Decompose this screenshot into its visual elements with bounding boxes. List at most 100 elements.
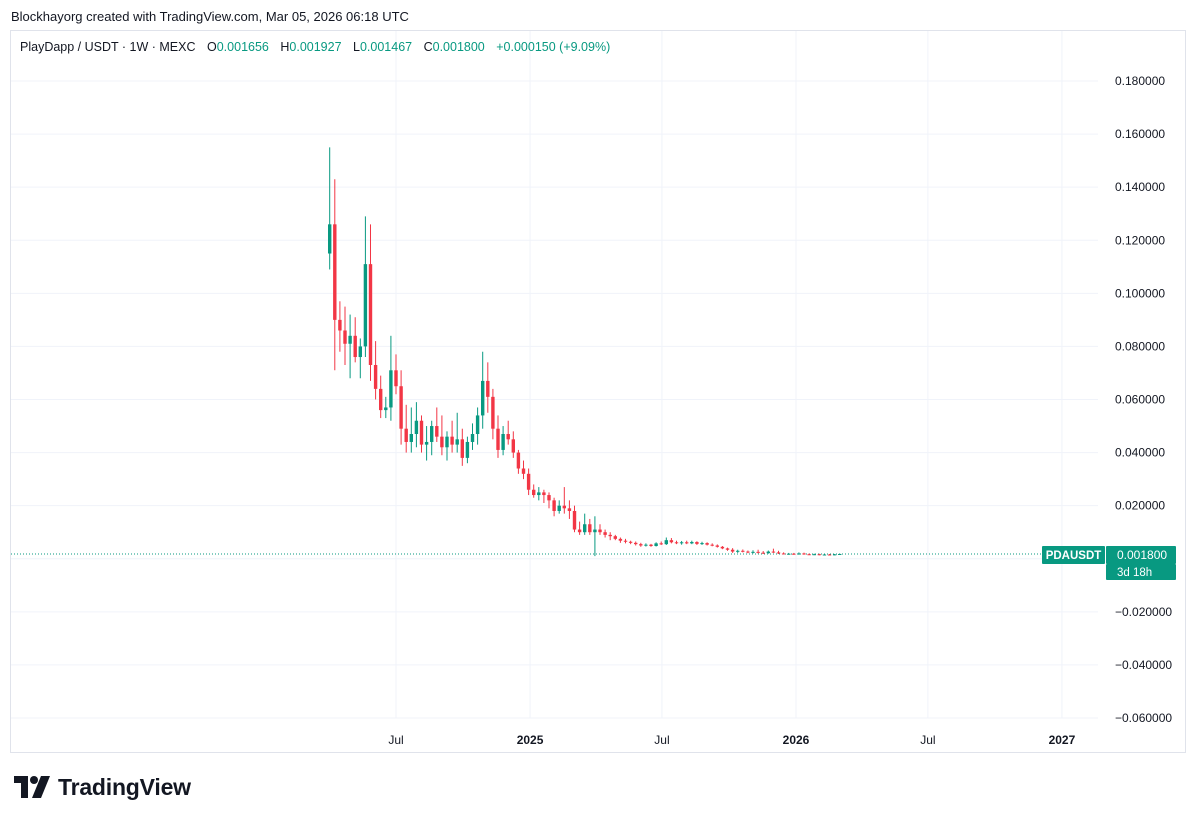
low-value: 0.001467	[359, 40, 413, 54]
candle-body	[435, 426, 439, 437]
y-tick-label: −0.040000	[1115, 658, 1172, 672]
candle-body	[491, 396, 495, 429]
y-tick-label: 0.060000	[1115, 393, 1165, 407]
candle	[409, 407, 414, 453]
open-value: 0.001656	[216, 40, 269, 54]
candle-body	[781, 553, 786, 555]
candle-body	[807, 554, 811, 556]
x-tick-label: Jul	[388, 733, 403, 747]
x-tick-label: 2025	[517, 733, 544, 747]
candle-body	[695, 542, 699, 544]
candle	[521, 460, 526, 480]
candle-body	[746, 551, 750, 553]
candle-body	[588, 524, 592, 533]
candle	[368, 224, 373, 381]
candle-body	[659, 543, 663, 545]
candle	[654, 542, 658, 547]
candle-body	[465, 441, 470, 458]
candle-body	[445, 436, 449, 448]
candle	[475, 407, 480, 445]
candle-body	[409, 434, 414, 442]
candle-body	[598, 529, 602, 533]
candle	[817, 553, 822, 556]
candle-body	[414, 420, 419, 435]
candle	[639, 542, 643, 547]
candle-body	[470, 434, 475, 442]
candle-body	[338, 319, 342, 331]
candle-body	[358, 346, 362, 358]
candle-body	[613, 536, 618, 539]
candle	[511, 431, 516, 458]
time-axis[interactable]: Jul 2025 Jul 2026 Jul 2027	[388, 733, 1075, 747]
candle	[832, 553, 837, 556]
candle-body	[679, 542, 684, 544]
candle	[771, 548, 776, 553]
price-chart[interactable]: 0.180000 0.160000 0.140000 0.120000 0.100000…	[0, 0, 1199, 770]
y-tick-label: 0.080000	[1115, 339, 1165, 353]
tradingview-logo-text: TradingView	[58, 773, 191, 800]
candle	[659, 541, 663, 545]
candle	[343, 306, 347, 365]
price-axis[interactable]: 0.180000 0.160000 0.140000 0.120000 0.100000…	[1115, 74, 1172, 725]
candle	[700, 541, 704, 545]
candle-body	[577, 529, 582, 533]
candle-body	[378, 388, 383, 411]
candle-body	[419, 420, 424, 445]
candle-body	[705, 543, 709, 545]
candle-body	[486, 380, 490, 397]
candle	[787, 552, 791, 555]
x-tick-label: 2026	[783, 733, 810, 747]
candle	[608, 532, 612, 541]
candle-body	[537, 492, 541, 496]
candle	[766, 550, 771, 554]
symbol-title[interactable]: PlayDapp / USDT · 1W · MEXC	[20, 40, 196, 54]
candle-body	[802, 553, 806, 555]
candle-body	[669, 540, 674, 543]
candle	[593, 516, 597, 557]
ohlc-legend: PlayDapp / USDT · 1W · MEXC O0.001656 H0…	[20, 40, 610, 54]
candle-body	[751, 551, 755, 553]
candle	[730, 548, 735, 553]
chart-frame	[10, 30, 1186, 753]
candle	[664, 537, 669, 545]
candle	[430, 420, 434, 456]
candle	[797, 552, 801, 555]
candle-body	[741, 550, 745, 552]
y-tick-label: −0.020000	[1115, 605, 1172, 619]
open-label: O	[207, 40, 217, 54]
candle-body	[455, 439, 459, 445]
candle	[327, 147, 332, 270]
tradingview-logo-icon	[14, 776, 50, 798]
candle-body	[649, 544, 653, 547]
candle-body	[532, 489, 536, 496]
candle	[435, 407, 439, 442]
candle-body	[817, 554, 822, 556]
candle	[460, 428, 465, 466]
tradingview-logo[interactable]: TradingView	[14, 772, 191, 802]
candle-body	[827, 554, 832, 556]
candle-body	[460, 439, 465, 458]
candle	[567, 500, 572, 519]
candle	[695, 541, 699, 545]
candle	[394, 354, 398, 395]
candle	[338, 301, 342, 352]
candle-body	[552, 500, 556, 511]
close-label: C	[423, 40, 433, 54]
candle-body	[618, 538, 623, 541]
candle	[583, 513, 587, 535]
candle-body	[567, 508, 572, 511]
candle	[516, 449, 521, 474]
candle-body	[792, 553, 796, 555]
candle-body	[542, 492, 546, 496]
candle-body	[710, 544, 714, 546]
candle-body	[628, 541, 633, 543]
candle-body	[440, 436, 444, 448]
candle	[776, 550, 781, 554]
candle	[481, 351, 485, 429]
candle	[644, 543, 648, 547]
price-tag-value: 0.001800	[1117, 548, 1167, 562]
candle-body	[557, 505, 561, 511]
y-tick-label: 0.100000	[1115, 286, 1165, 300]
candle	[389, 335, 393, 421]
candle	[736, 549, 740, 553]
